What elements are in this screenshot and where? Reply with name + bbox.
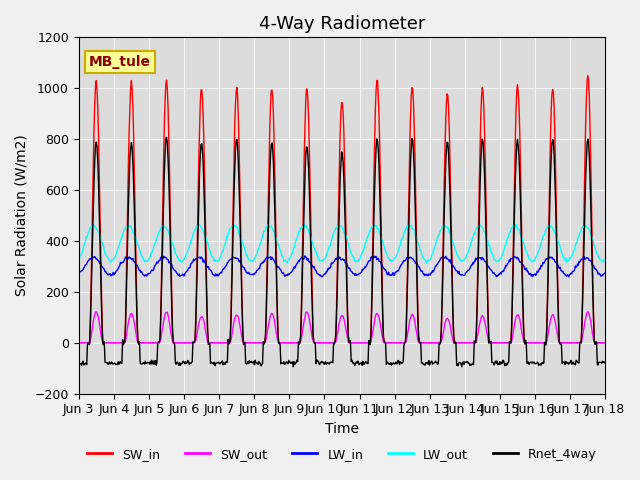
LW_out <box>138 254 146 260</box>
SW_out <box>406 315 414 321</box>
Title: 4-Way Radiometer: 4-Way Radiometer <box>259 15 425 33</box>
Rnet_4way <box>406 159 414 165</box>
SW_in <box>406 114 414 120</box>
SW_out <box>221 340 228 346</box>
SW_out <box>602 340 609 346</box>
LW_out <box>192 226 200 232</box>
Line: Rnet_4way: Rnet_4way <box>79 137 605 367</box>
Rnet_4way <box>422 360 429 366</box>
LW_in <box>84 258 92 264</box>
LW_in <box>602 271 609 276</box>
SW_out <box>92 309 100 314</box>
LW_out <box>84 229 92 235</box>
Rnet_4way <box>602 360 609 366</box>
Rnet_4way <box>138 361 146 367</box>
LW_out <box>602 256 609 262</box>
SW_out <box>422 340 429 346</box>
LW_in <box>408 254 415 260</box>
LW_in <box>75 271 83 276</box>
LW_out <box>220 245 228 251</box>
SW_in <box>221 340 228 346</box>
LW_out <box>423 260 431 265</box>
LW_in <box>138 271 146 276</box>
Line: LW_out: LW_out <box>79 224 605 263</box>
Line: SW_in: SW_in <box>79 75 605 343</box>
SW_out <box>84 340 92 346</box>
SW_in <box>422 340 429 346</box>
Legend: SW_in, SW_out, LW_in, LW_out, Rnet_4way: SW_in, SW_out, LW_in, LW_out, Rnet_4way <box>83 443 602 466</box>
Line: SW_out: SW_out <box>79 312 605 343</box>
LW_out <box>406 223 414 228</box>
Rnet_4way <box>163 134 170 140</box>
Rnet_4way <box>84 340 92 346</box>
LW_in <box>301 253 309 259</box>
SW_in <box>134 340 142 346</box>
Rnet_4way <box>193 288 200 294</box>
Rnet_4way <box>221 361 228 367</box>
SW_in <box>602 340 609 346</box>
X-axis label: Time: Time <box>325 422 359 436</box>
LW_out <box>422 259 429 264</box>
SW_in <box>84 340 92 346</box>
LW_in <box>192 256 200 262</box>
Rnet_4way <box>458 364 466 370</box>
LW_out <box>75 256 83 262</box>
SW_out <box>193 333 200 338</box>
Rnet_4way <box>75 360 83 365</box>
SW_in <box>140 340 147 346</box>
LW_in <box>220 266 228 272</box>
SW_in <box>193 276 200 282</box>
LW_in <box>423 271 431 277</box>
SW_out <box>75 340 83 346</box>
SW_in <box>75 340 83 346</box>
SW_out <box>140 340 147 346</box>
SW_out <box>542 340 550 346</box>
SW_in <box>584 72 591 78</box>
Line: LW_in: LW_in <box>79 256 605 277</box>
Y-axis label: Solar Radiation (W/m2): Solar Radiation (W/m2) <box>15 134 29 296</box>
LW_in <box>318 274 326 280</box>
LW_out <box>300 221 308 227</box>
Text: MB_tule: MB_tule <box>89 55 151 69</box>
